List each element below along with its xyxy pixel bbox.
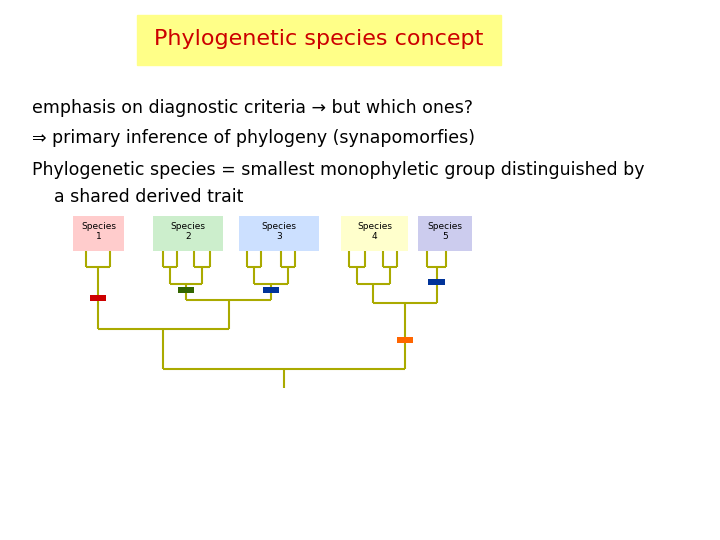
FancyBboxPatch shape bbox=[137, 15, 500, 65]
Bar bbox=[428, 279, 445, 285]
Bar bbox=[153, 216, 223, 251]
Text: Phylogenetic species = smallest monophyletic group distinguished by: Phylogenetic species = smallest monophyl… bbox=[32, 161, 644, 179]
Bar bbox=[89, 295, 106, 301]
Text: ⇒ primary inference of phylogeny (synapomorfies): ⇒ primary inference of phylogeny (synapo… bbox=[32, 129, 475, 147]
Bar bbox=[418, 216, 472, 251]
Bar bbox=[73, 216, 125, 251]
Text: Species
5: Species 5 bbox=[427, 222, 462, 241]
Bar bbox=[397, 337, 413, 343]
Text: Phylogenetic species concept: Phylogenetic species concept bbox=[154, 29, 484, 50]
Bar bbox=[178, 287, 194, 293]
Text: Species
2: Species 2 bbox=[171, 222, 206, 241]
Text: a shared derived trait: a shared derived trait bbox=[32, 188, 243, 206]
Bar bbox=[341, 216, 408, 251]
Bar bbox=[239, 216, 319, 251]
Text: Species
4: Species 4 bbox=[357, 222, 392, 241]
Text: Species
1: Species 1 bbox=[81, 222, 117, 241]
Bar bbox=[263, 287, 279, 293]
Text: emphasis on diagnostic criteria → but which ones?: emphasis on diagnostic criteria → but wh… bbox=[32, 99, 473, 117]
Text: Species
3: Species 3 bbox=[261, 222, 297, 241]
